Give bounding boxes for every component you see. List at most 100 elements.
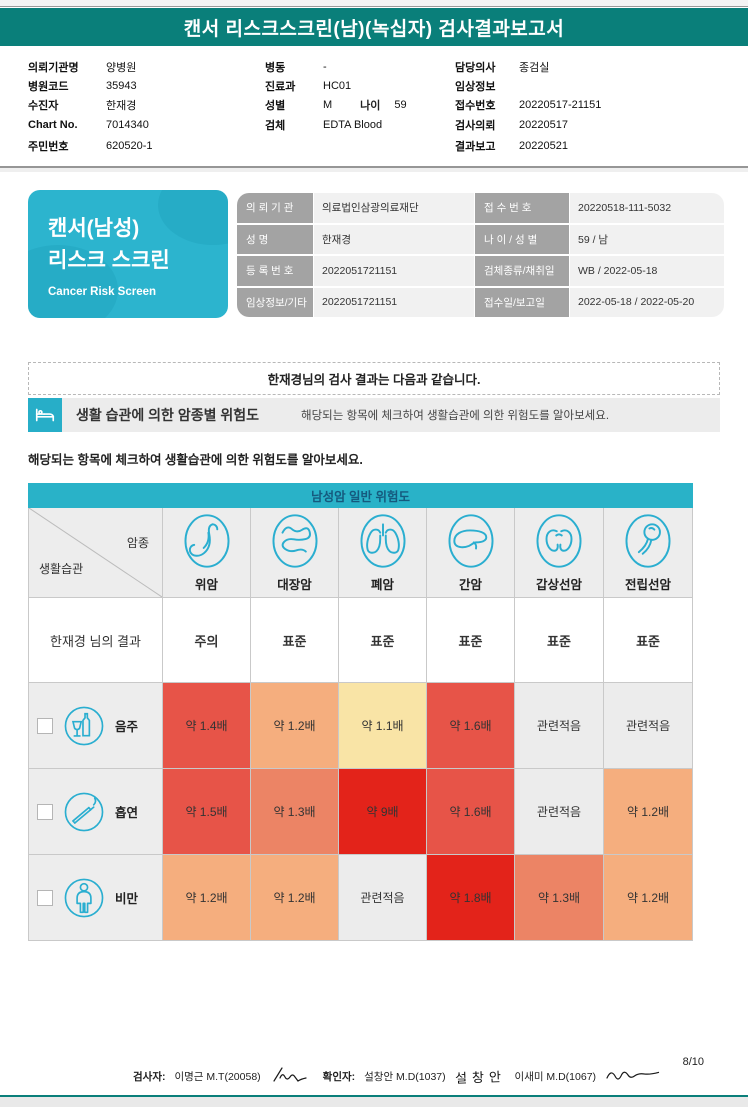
info-value: 한재경 xyxy=(314,224,474,254)
top-strip xyxy=(0,0,748,7)
info-row: 병원코드 35943 xyxy=(28,76,265,95)
section-header-bar: 생활 습관에 의한 암종별 위험도 해당되는 항목에 체크하여 생활습관에 의한… xyxy=(28,398,720,432)
report-banner: 캔서 리스크스크린(남)(녹십자) 검사결과보고서 xyxy=(0,8,748,46)
field-value: - xyxy=(323,60,327,73)
colon-icon xyxy=(270,513,320,569)
result-cell: 표준 xyxy=(514,597,604,683)
field-label: 병원코드 xyxy=(28,80,69,93)
specimen-info-table: 의 뢰 기 관 의료법인삼광의료재단 접 수 번 호 20220518-111-… xyxy=(237,193,724,317)
card-title-line2: 리스크 스크린 xyxy=(48,249,170,272)
page-title: 캔서 리스크스크린(남)(녹십자) 검사결과보고서 xyxy=(183,18,565,40)
obesity-checkbox[interactable] xyxy=(37,889,53,906)
risk-cell: 관련적음 xyxy=(514,768,604,855)
cigarette-icon xyxy=(61,789,107,835)
second-confirmer-signature xyxy=(605,1067,661,1086)
habit-name: 비만 xyxy=(115,892,139,906)
info-row: 검사의뢰 20220517 xyxy=(455,114,715,136)
info-label: 접수일/보고일 xyxy=(475,287,569,317)
risk-table-header-row: 남성암 일반 위험도 xyxy=(27,483,694,508)
field-value: 620520-1 xyxy=(106,139,153,152)
examiner-signature xyxy=(270,1066,314,1087)
risk-cell: 약 1.3배 xyxy=(250,768,339,855)
risk-cell: 관련적음 xyxy=(602,682,694,769)
risk-cell: 약 1.2배 xyxy=(162,854,251,941)
field-label: 담당의사 xyxy=(455,61,496,74)
thyroid-icon xyxy=(534,513,584,569)
field-label: 의뢰기관명 xyxy=(28,61,79,74)
prostate-icon xyxy=(623,513,673,569)
risk-cell: 약 1.2배 xyxy=(602,768,694,855)
field-label: 진료과 xyxy=(265,80,296,93)
info-label: 검체종류/채취일 xyxy=(475,256,569,286)
habit-row-obesity: 비만 약 1.2배 약 1.2배 관련적음 약 1.8배 약 1.3배 약 1.… xyxy=(28,854,694,941)
field-value: 59 xyxy=(394,98,407,111)
habit-row-smoking: 흡연 약 1.5배 약 1.3배 약 9배 약 1.6배 관련적음 약 1.2배 xyxy=(28,768,694,855)
confirmer-name: 설창안 M.D(1037) xyxy=(364,1071,446,1083)
patient-info-col3: 담당의사 종검실 임상정보 접수번호 20220517-21151 검사의뢰 2022… xyxy=(455,57,715,155)
habit-name: 음주 xyxy=(115,720,139,734)
result-notice-box: 한재경님의 검사 결과는 다음과 같습니다. xyxy=(28,362,720,395)
patient-info-col2: 병동 - 진료과 HC01 성별 M 나이 59 검체 EDTA Blood xyxy=(265,57,455,155)
liver-icon xyxy=(446,513,496,569)
field-label: 주민번호 xyxy=(28,140,69,153)
corner-cell: 암종 생활습관 xyxy=(28,507,163,598)
field-label: Chart No. xyxy=(28,119,78,131)
info-label: 의 뢰 기 관 xyxy=(237,193,313,223)
info-value: 의료법인삼광의료재단 xyxy=(314,193,474,223)
bed-icon xyxy=(28,398,62,432)
info-row: 주민번호 620520-1 xyxy=(28,136,265,155)
result-cell: 표준 xyxy=(338,597,427,683)
field-label: 접수번호 xyxy=(455,99,496,112)
field-label: 성별 xyxy=(265,99,286,112)
field-value: 한재경 xyxy=(106,99,137,112)
field-value: EDTA Blood xyxy=(323,119,383,131)
patient-info-header: 의뢰기관명 양병원 병원코드 35943 수진자 한재경 Chart No. 70143… xyxy=(28,57,728,155)
result-cell: 표준 xyxy=(602,597,694,683)
info-label: 나 이 / 성 별 xyxy=(475,224,569,254)
field-label: 수진자 xyxy=(28,99,59,112)
instruction-text: 해당되는 항목에 체크하여 생활습관에 의한 위험도를 알아보세요. xyxy=(28,453,363,467)
info-row: 의뢰기관명 양병원 xyxy=(28,57,265,76)
smoking-checkbox[interactable] xyxy=(37,803,53,820)
corner-label-habit: 생활습관 xyxy=(39,562,84,576)
info-row: 검체 EDTA Blood xyxy=(265,114,455,136)
cancer-name: 간암 xyxy=(458,577,482,592)
risk-cell: 관련적음 xyxy=(338,854,427,941)
field-value: 7014340 xyxy=(106,119,149,131)
info-row: 결과보고 20220521 xyxy=(455,136,715,155)
lungs-icon xyxy=(358,513,408,569)
info-row: 접수번호 20220517-21151 xyxy=(455,95,715,114)
result-row-label: 한재경 님의 결과 xyxy=(28,597,163,683)
section-divider xyxy=(0,166,748,172)
cancer-name: 갑상선암 xyxy=(535,577,582,592)
info-row: 수진자 한재경 xyxy=(28,95,265,114)
risk-cell: 약 1.3배 xyxy=(514,854,604,941)
cancer-name: 대장암 xyxy=(277,577,312,592)
result-cell: 주의 xyxy=(162,597,251,683)
risk-cell: 약 1.5배 xyxy=(162,768,251,855)
cancer-name: 전립선암 xyxy=(625,577,672,592)
field-value: 20220517 xyxy=(519,119,568,131)
patient-result-row: 한재경 님의 결과 주의 표준 표준 표준 표준 표준 xyxy=(28,597,694,683)
info-row: Chart No. 7014340 xyxy=(28,114,265,136)
info-value: 20220518-111-5032 xyxy=(570,193,724,223)
field-value: M xyxy=(323,98,333,111)
info-row: 성별 M 나이 59 xyxy=(265,95,455,114)
field-label: 결과보고 xyxy=(455,140,496,153)
info-row: 임상정보 xyxy=(455,76,715,95)
info-label: 임상정보/기타 xyxy=(237,287,313,317)
drinking-checkbox[interactable] xyxy=(37,717,53,734)
section-description: 해당되는 항목에 체크하여 생활습관에 의한 위험도를 알아보세요. xyxy=(301,410,610,422)
wine-icon xyxy=(61,703,107,749)
info-row: 병동 - xyxy=(265,57,455,76)
cancer-type-row: 암종 생활습관 위암 대장암 폐암 간암 갑상선암 전립선암 xyxy=(28,507,694,598)
person-icon xyxy=(61,875,107,921)
examiner-name: 이명근 M.T(20058) xyxy=(174,1071,261,1083)
risk-cell: 약 1.2배 xyxy=(602,854,694,941)
confirmer-signature: 설창안 xyxy=(454,1069,506,1086)
info-row: 담당의사 종검실 xyxy=(455,57,715,76)
habit-row-drinking: 음주 약 1.4배 약 1.2배 약 1.1배 약 1.6배 관련적음 관련적음 xyxy=(28,682,694,769)
result-cell: 표준 xyxy=(250,597,339,683)
field-value: 양병원 xyxy=(106,61,137,74)
corner-label-cancer: 암종 xyxy=(126,536,149,550)
